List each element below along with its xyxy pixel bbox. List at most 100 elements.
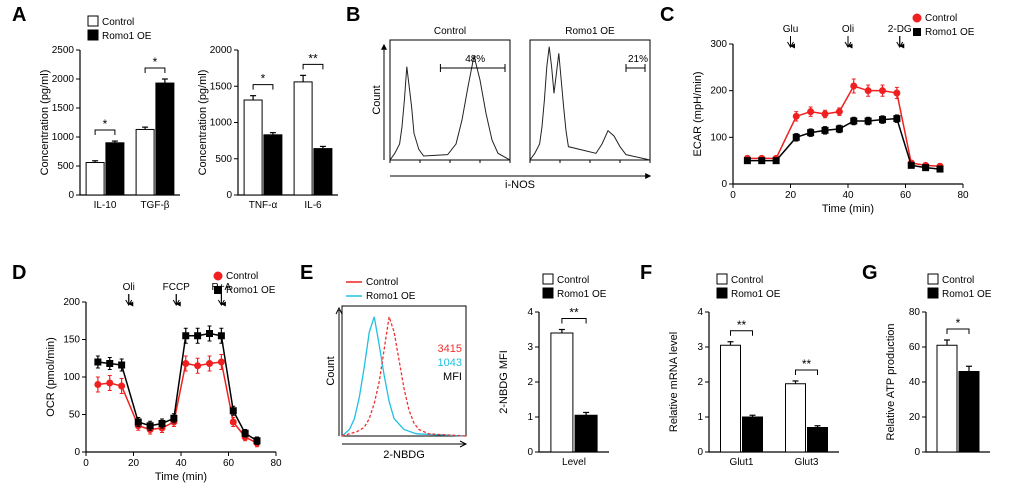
chart-F: 01234Relative mRNA levelGlut1**Glut3**Co… xyxy=(665,268,860,493)
svg-text:500: 500 xyxy=(215,154,232,165)
svg-text:21%: 21% xyxy=(628,54,648,65)
svg-text:Level: Level xyxy=(562,457,586,468)
svg-text:500: 500 xyxy=(57,161,74,172)
svg-text:2000: 2000 xyxy=(52,74,75,85)
svg-text:Glut1: Glut1 xyxy=(730,457,754,468)
svg-text:Control: Control xyxy=(925,13,957,24)
svg-text:200: 200 xyxy=(710,86,727,97)
svg-text:0: 0 xyxy=(83,458,89,469)
svg-text:*: * xyxy=(261,72,266,86)
svg-text:0: 0 xyxy=(721,179,727,190)
svg-text:TNF-α: TNF-α xyxy=(249,200,278,211)
chart-D: 020406080050100150200Time (min)OCR (pmol… xyxy=(38,268,298,493)
svg-text:3415: 3415 xyxy=(438,343,462,355)
svg-text:Control: Control xyxy=(102,17,134,28)
chart-A-left: 0 500 1000 1500 2000 2500 Concentration (pg/ml… xyxy=(38,10,188,220)
svg-text:2: 2 xyxy=(697,377,703,388)
panel-label-C: C xyxy=(660,4,674,27)
chart-E-hist: Count 2-NBDG Control Romo1 OE 3415 1043 MFI xyxy=(320,268,485,493)
svg-text:100: 100 xyxy=(63,372,80,383)
svg-text:3: 3 xyxy=(527,342,533,353)
svg-text:40: 40 xyxy=(175,458,187,469)
svg-text:80: 80 xyxy=(909,307,921,318)
svg-text:40: 40 xyxy=(842,190,854,201)
svg-text:Romo1 OE: Romo1 OE xyxy=(102,31,152,42)
svg-text:0: 0 xyxy=(68,190,74,201)
svg-text:*: * xyxy=(153,55,158,69)
svg-text:Romo1 OE: Romo1 OE xyxy=(925,27,975,38)
svg-text:300: 300 xyxy=(710,39,727,50)
panel-label-G: G xyxy=(862,262,878,285)
chart-B: Control48%Romo1 OE21%Counti-NOS xyxy=(370,10,655,220)
svg-text:Romo1 OE: Romo1 OE xyxy=(942,289,992,300)
svg-text:1043: 1043 xyxy=(438,357,462,369)
svg-text:0: 0 xyxy=(697,447,703,458)
svg-text:80: 80 xyxy=(270,458,282,469)
svg-text:20: 20 xyxy=(128,458,140,469)
svg-text:100: 100 xyxy=(710,132,727,143)
svg-text:20: 20 xyxy=(785,190,797,201)
svg-text:2500: 2500 xyxy=(52,45,75,56)
svg-text:IL-6: IL-6 xyxy=(304,200,322,211)
svg-text:150: 150 xyxy=(63,335,80,346)
panel-label-A: A xyxy=(12,4,26,27)
svg-text:40: 40 xyxy=(909,377,921,388)
svg-text:Romo1 OE: Romo1 OE xyxy=(366,291,416,302)
svg-text:ECAR (mpH/min): ECAR (mpH/min) xyxy=(692,72,704,157)
svg-text:**: ** xyxy=(308,51,318,65)
svg-text:Control: Control xyxy=(731,275,763,286)
svg-text:FCCP: FCCP xyxy=(163,282,191,293)
svg-text:2-NBDG MFI: 2-NBDG MFI xyxy=(498,350,510,414)
panel-label-B: B xyxy=(346,4,360,27)
svg-text:3: 3 xyxy=(697,342,703,353)
svg-text:0: 0 xyxy=(914,447,920,458)
svg-text:MFI: MFI xyxy=(443,371,462,383)
svg-text:4: 4 xyxy=(697,307,703,318)
svg-text:2-DG: 2-DG xyxy=(888,24,912,35)
svg-text:60: 60 xyxy=(909,342,921,353)
chart-G: 020406080Relative ATP production*Control… xyxy=(882,268,1012,493)
svg-text:Glu: Glu xyxy=(783,24,799,35)
svg-text:1500: 1500 xyxy=(52,103,75,114)
svg-text:Control: Control xyxy=(226,271,258,282)
svg-text:60: 60 xyxy=(223,458,235,469)
svg-text:200: 200 xyxy=(63,297,80,308)
svg-text:0: 0 xyxy=(527,447,533,458)
svg-text:Control: Control xyxy=(942,275,974,286)
panel-label-F: F xyxy=(640,262,652,285)
svg-text:Relative mRNA level: Relative mRNA level xyxy=(668,332,680,432)
svg-text:Concentration (pg/ml): Concentration (pg/ml) xyxy=(39,70,51,176)
svg-text:*: * xyxy=(103,117,108,131)
svg-text:Romo1 OE: Romo1 OE xyxy=(557,289,607,300)
svg-text:Concentration (pg/ml): Concentration (pg/ml) xyxy=(197,70,209,176)
svg-text:0: 0 xyxy=(730,190,736,201)
svg-text:60: 60 xyxy=(900,190,912,201)
svg-text:Romo1 OE: Romo1 OE xyxy=(226,285,276,296)
svg-text:2: 2 xyxy=(527,377,533,388)
chart-E-bar: 012342-NBDG MFILevel**ControlRomo1 OE xyxy=(495,268,640,493)
svg-text:Glut3: Glut3 xyxy=(795,457,819,468)
svg-text:IL-10: IL-10 xyxy=(94,200,117,211)
svg-text:Count: Count xyxy=(371,85,383,114)
svg-text:Time (min): Time (min) xyxy=(155,471,207,483)
svg-text:1500: 1500 xyxy=(210,81,233,92)
svg-text:OCR (pmol/min): OCR (pmol/min) xyxy=(45,337,57,416)
svg-text:i-NOS: i-NOS xyxy=(505,179,535,191)
svg-text:Relative ATP production: Relative ATP production xyxy=(885,324,897,441)
chart-C: 0204060800100200300Time (min)ECAR (mpH/m… xyxy=(685,10,1005,220)
svg-text:1: 1 xyxy=(527,412,533,423)
svg-text:80: 80 xyxy=(957,190,969,201)
svg-text:TGF-β: TGF-β xyxy=(140,200,169,211)
panel-label-D: D xyxy=(12,262,26,285)
svg-text:20: 20 xyxy=(909,412,921,423)
svg-text:1000: 1000 xyxy=(52,132,75,143)
svg-text:1000: 1000 xyxy=(210,118,233,129)
svg-text:Control: Control xyxy=(434,26,466,37)
svg-text:2000: 2000 xyxy=(210,45,233,56)
svg-text:1: 1 xyxy=(697,412,703,423)
svg-text:Count: Count xyxy=(325,356,337,385)
svg-text:**: ** xyxy=(737,318,747,332)
svg-text:Romo1 OE: Romo1 OE xyxy=(731,289,781,300)
svg-text:2-NBDG: 2-NBDG xyxy=(383,449,425,461)
svg-text:Control: Control xyxy=(366,277,398,288)
